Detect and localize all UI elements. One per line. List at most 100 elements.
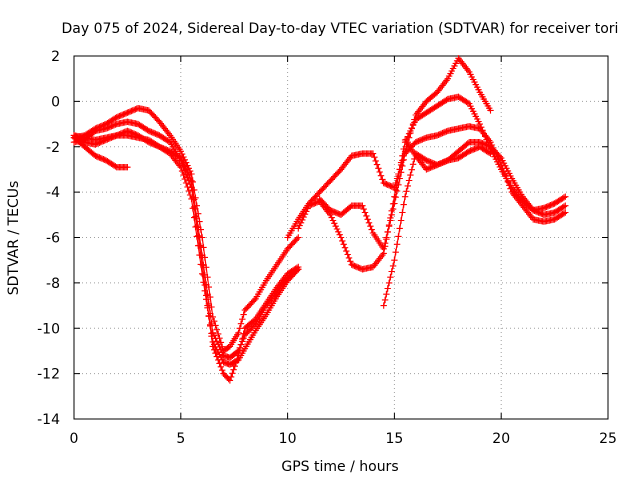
data-point [364,216,371,223]
data-point [400,145,407,153]
data-point [543,203,550,211]
y-axis-title: SDTVAR / TECUs [6,181,22,296]
data-point [353,263,361,271]
data-point [113,114,120,121]
data-point [337,234,345,241]
data-point [207,321,214,328]
data-point [323,181,330,189]
data-point [284,245,291,252]
data-point [324,204,331,211]
data-point [344,251,351,258]
data-point [165,138,172,145]
data-point [245,327,253,334]
data-point [191,196,198,203]
x-tick-label: 5 [176,431,185,447]
data-point [329,208,337,215]
data-point [240,311,247,318]
data-point [101,156,108,163]
data-point [195,210,202,217]
data-point [209,313,216,321]
data-point [297,219,305,226]
data-point [360,205,367,213]
x-tick-label: 0 [70,431,79,447]
data-point [419,136,426,143]
data-point [396,175,403,182]
data-point [182,179,190,187]
data-point [464,140,471,147]
y-tick-label: -12 [37,367,60,383]
data-point [392,249,399,256]
data-point [332,223,339,230]
data-point [209,329,216,336]
data-point [196,251,203,259]
data-point [146,128,154,135]
data-point [181,175,188,183]
data-point [191,214,198,221]
data-point [180,171,187,179]
data-point [303,208,310,215]
data-point [215,330,222,338]
y-tick-label: -10 [37,321,60,337]
data-point [494,150,501,157]
data-point [308,201,315,208]
data-point [182,166,190,173]
data-point [387,274,394,281]
y-tick-label: 2 [51,49,60,65]
data-point [154,131,162,138]
data-point [301,211,309,218]
data-point [237,341,245,348]
data-point [178,167,186,175]
data-point [345,254,353,262]
data-point [408,166,415,173]
data-point [185,165,192,172]
data-point [441,128,449,136]
data-point [300,213,307,221]
data-point [506,182,513,189]
data-point [293,235,301,243]
data-point [295,234,302,241]
data-point [121,110,128,118]
data-point [320,200,327,207]
data-point [425,165,433,172]
x-tick-label: 10 [279,431,297,447]
data-point [325,179,333,186]
data-point [219,367,226,374]
data-point [189,205,196,212]
y-tick-label: -14 [37,412,60,428]
data-point [425,158,433,165]
data-point [235,329,242,336]
data-point [177,164,184,171]
data-point [150,129,158,137]
data-point [411,119,418,126]
data-point [356,264,363,272]
data-point [243,330,250,337]
data-point [292,268,299,276]
data-point [207,293,214,301]
data-point [397,217,405,224]
data-point [399,162,406,170]
y-tick-label: -2 [46,140,60,156]
data-point [347,258,354,265]
data-point [106,123,114,131]
data-point [327,177,334,184]
data-point [247,301,254,308]
data-point [144,126,151,134]
data-point [383,234,390,241]
data-point [204,304,211,311]
data-point [307,202,314,209]
data-point [409,161,417,168]
data-point [216,360,223,367]
data-point [500,168,508,175]
data-point [468,147,475,154]
data-point [495,152,502,159]
data-point [389,262,397,270]
data-point [383,181,390,188]
data-point [178,157,186,165]
data-point [285,244,293,251]
data-point [200,244,207,251]
data-point [329,174,337,182]
data-point [335,169,342,176]
data-point [241,306,249,314]
chart-title: Day 075 of 2024, Sidereal Day-to-day VTE… [62,21,619,37]
data-point [507,185,514,192]
